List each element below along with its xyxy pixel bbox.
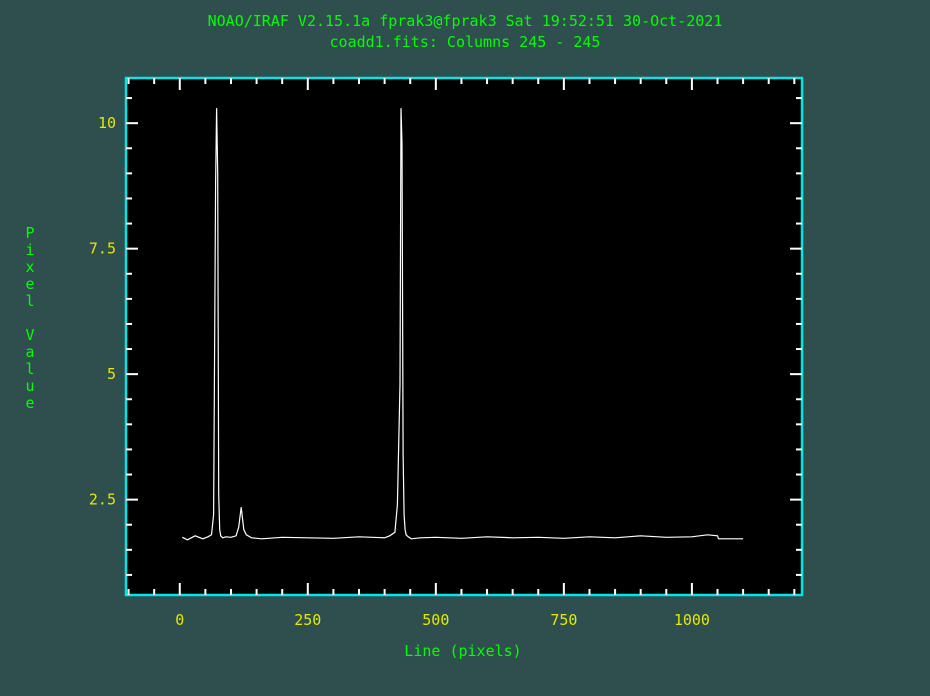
- chart-subtitle: coadd1.fits: Columns 245 - 245: [330, 33, 601, 51]
- plot-frame: [124, 76, 804, 597]
- x-tick-labels: 0 250 500 750 1000: [175, 611, 710, 629]
- x-tick-label: 750: [550, 611, 577, 629]
- x-tick-label: 0: [175, 611, 184, 629]
- y-tick-label: 10: [98, 114, 116, 132]
- x-tick-label: 500: [422, 611, 449, 629]
- y-tick-labels: 2.5 5 7.5 10: [89, 114, 116, 508]
- tick-marks: [126, 78, 802, 595]
- series-line: [182, 108, 744, 541]
- x-tick-label: 250: [294, 611, 321, 629]
- chart-title: NOAO/IRAF V2.15.1a fprak3@fprak3 Sat 19:…: [208, 12, 723, 30]
- x-tick-label: 1000: [674, 611, 710, 629]
- y-tick-label: 2.5: [89, 491, 116, 509]
- y-tick-label: 5: [107, 365, 116, 383]
- y-tick-label: 7.5: [89, 240, 116, 258]
- x-axis-label: Line (pixels): [404, 642, 521, 660]
